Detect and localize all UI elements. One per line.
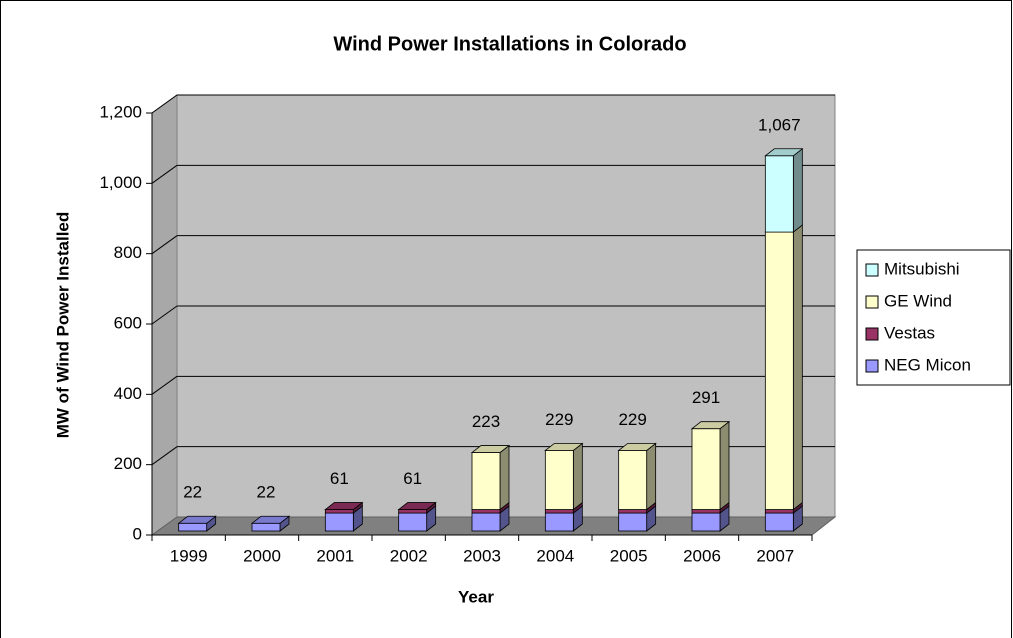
bar-front	[251, 522, 281, 532]
bar-front	[764, 155, 794, 233]
bar-front	[618, 450, 648, 510]
bar-segment	[764, 505, 803, 532]
bar-front	[398, 509, 428, 514]
bar-side	[572, 442, 583, 511]
chart-title: Wind Power Installations in Colorado	[333, 33, 686, 55]
bar-front	[691, 509, 721, 514]
bar-top	[470, 445, 511, 453]
bar-top	[397, 502, 437, 510]
bar-front	[618, 512, 648, 532]
bar-top	[764, 148, 804, 157]
bar-side	[792, 147, 803, 233]
bar-front	[691, 428, 721, 510]
bar-segment	[471, 505, 510, 532]
bar-segment	[764, 147, 803, 233]
bar-top	[250, 515, 291, 524]
y-tick-label: 600	[114, 313, 142, 332]
grid-line	[151, 375, 178, 395]
total-label: 1,067	[758, 115, 801, 134]
x-tick-label: 2007	[756, 546, 794, 565]
x-tick-label: 2003	[463, 546, 501, 565]
legend-label: Mitsubishi	[884, 259, 960, 278]
y-tick-label: 800	[114, 243, 142, 262]
grid-line	[151, 164, 178, 184]
y-tick-label: 200	[114, 454, 142, 473]
bar-segment	[544, 442, 583, 511]
bar-side	[499, 444, 510, 511]
total-label: 291	[692, 388, 720, 407]
bar-segment	[691, 501, 730, 514]
y-tick-label: 400	[114, 384, 142, 403]
legend-label: NEG Micon	[884, 355, 971, 374]
y-tick-label: 1,200	[99, 102, 142, 121]
bar-top	[617, 443, 657, 451]
bar-front	[764, 512, 794, 532]
bar-segment	[691, 420, 730, 511]
bar-front	[398, 512, 428, 532]
x-tick-label: 1999	[170, 546, 208, 565]
bar-top	[324, 502, 364, 510]
bar-top	[544, 443, 584, 451]
bar-segment	[764, 224, 803, 511]
bar-front	[764, 509, 794, 514]
bar-front	[544, 450, 574, 510]
legend-swatch	[865, 359, 879, 373]
legend-label: Vestas	[884, 323, 935, 342]
x-tick-label: 2001	[316, 546, 354, 565]
total-label: 61	[330, 469, 349, 488]
bar-side	[646, 442, 657, 511]
bar-top	[177, 515, 217, 524]
bar-segment	[471, 444, 510, 511]
bar-segment	[691, 505, 730, 532]
bar-front	[764, 231, 794, 510]
bar-front	[544, 512, 574, 532]
bar-side	[792, 224, 803, 511]
total-label: 22	[257, 483, 276, 502]
legend	[856, 249, 1011, 386]
x-tick-label: 2000	[243, 546, 281, 565]
legend-swatch	[865, 263, 879, 277]
bar-front	[471, 512, 501, 532]
bar-front	[618, 509, 648, 514]
bar-segment	[618, 505, 657, 532]
legend-label: GE Wind	[884, 291, 952, 310]
grid-line	[151, 235, 178, 255]
legend-swatch	[865, 295, 879, 309]
bar-side	[719, 420, 730, 511]
grid-line	[151, 94, 178, 114]
bar-front	[324, 509, 354, 514]
legend-swatch	[865, 327, 879, 341]
y-tick-label: 1,000	[99, 173, 142, 192]
x-tick-label: 2004	[536, 546, 574, 565]
bar-front	[471, 509, 501, 514]
x-tick-label: 2002	[390, 546, 428, 565]
grid-line	[151, 305, 178, 325]
bar-front	[324, 512, 354, 532]
y-tick-label: 0	[133, 524, 142, 543]
bar-top	[690, 421, 731, 430]
x-tick-label: 2005	[610, 546, 648, 565]
x-tick-label: 2006	[683, 546, 721, 565]
bar-front	[691, 512, 721, 532]
total-label: 61	[403, 469, 422, 488]
total-label: 229	[545, 410, 573, 429]
bar-front	[544, 509, 574, 514]
bar-segment	[618, 442, 657, 511]
x-axis-title: Year	[458, 587, 494, 606]
grid-line	[151, 446, 178, 466]
y-axis-title: MW of Wind Power Installed	[53, 212, 72, 439]
total-label: 22	[183, 483, 202, 502]
total-label: 223	[472, 412, 500, 431]
bar-front	[178, 522, 208, 532]
bar-segment	[324, 505, 363, 532]
bar-segment	[398, 505, 437, 532]
bar-front	[471, 452, 501, 510]
total-label: 229	[618, 410, 646, 429]
